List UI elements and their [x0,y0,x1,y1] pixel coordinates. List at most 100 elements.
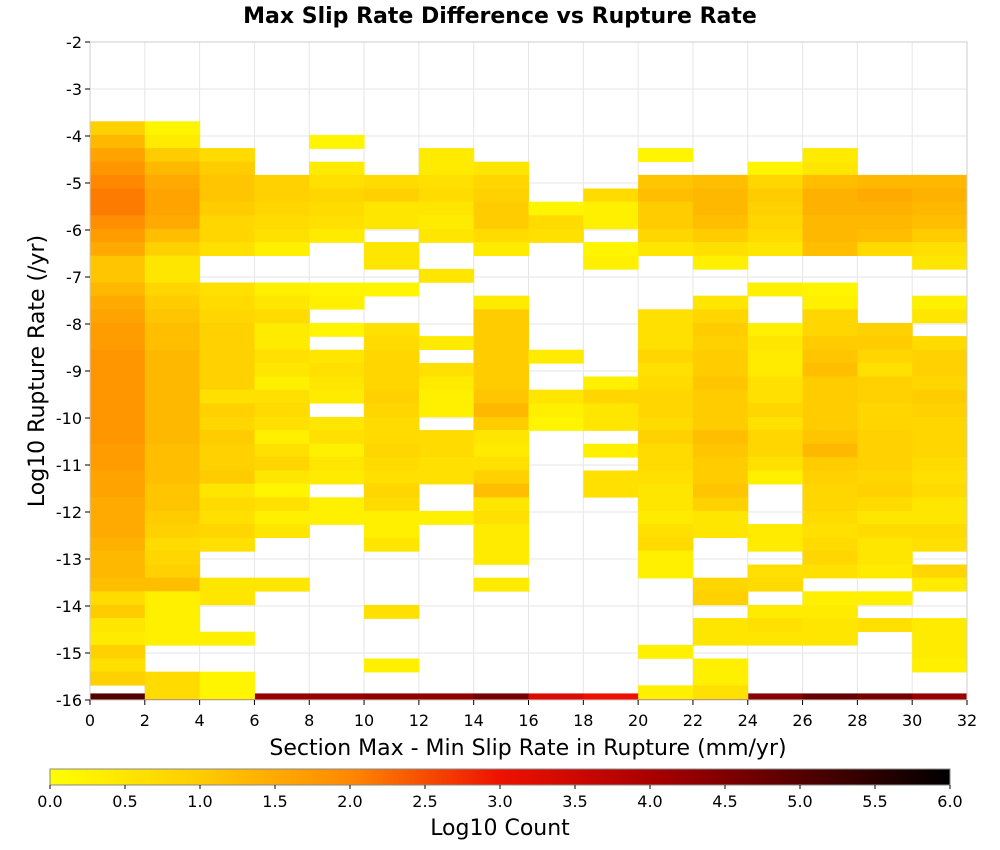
heatmap-cell [254,201,310,216]
heatmap-cell [254,456,310,471]
heatmap-cell [364,658,420,673]
heatmap-cell [364,483,420,498]
heatmap-cell [692,215,749,230]
heatmap-cell [418,201,475,216]
heatmap-cell [473,215,529,230]
heatmap-cell [583,416,639,431]
colorbar-tick-label: 3.5 [562,792,587,811]
heatmap-cell [473,322,529,337]
heatmap-cell [364,174,420,189]
heatmap-cell [364,443,420,458]
heatmap-cell [199,497,255,512]
heatmap-cell [692,174,749,189]
heatmap-cell [912,497,968,512]
heatmap-cell [473,483,529,498]
heatmap-cell [418,161,475,176]
heatmap-cell [692,376,749,391]
heatmap-cell [199,456,255,471]
heatmap-cell [90,550,146,565]
heatmap-cell [418,376,475,391]
heatmap-cell [254,497,310,512]
heatmap-cell [364,524,420,539]
y-tick-label: -12 [56,503,82,522]
x-tick-label: 30 [902,711,922,730]
heatmap-cell [309,215,365,230]
heatmap-cell [692,430,749,445]
heatmap-cell [90,618,146,633]
colorbar-tick-label: 5.5 [862,792,887,811]
heatmap-cell [912,215,968,230]
heatmap-cell [90,242,146,257]
heatmap-cell [802,416,858,431]
heatmap-cell [309,510,365,525]
heatmap-cell [528,215,584,230]
heatmap-cell [144,510,201,525]
heatmap-cell [418,510,475,525]
heatmap-cell [199,215,255,230]
x-tick-label: 2 [140,711,150,730]
heatmap-cell [912,376,968,391]
heatmap-cell [199,336,255,351]
heatmap-cell [912,658,968,673]
heatmap-cell [638,322,694,337]
heatmap-cell [638,644,694,659]
heatmap-cell [857,470,913,485]
heatmap-cell [638,524,694,539]
heatmap-cell [912,403,968,418]
heatmap-cell [144,349,201,364]
heatmap-cell [802,550,858,565]
heatmap-cell [583,443,639,458]
heatmap-cell [418,456,475,471]
heatmap-cell [912,524,968,539]
heatmap-cell [857,524,913,539]
heatmap-cell [638,470,694,485]
colorbar-tick-label: 2.0 [337,792,362,811]
heatmap-cell [857,188,913,203]
heatmap-cell [528,389,584,404]
heatmap-cell [364,537,420,552]
heatmap-cell [199,242,255,257]
colorbar-tick-label: 0.5 [112,792,137,811]
heatmap-cell [199,510,255,525]
heatmap-cell [857,242,913,257]
heatmap-cell [144,242,201,257]
heatmap-cell [802,456,858,471]
heatmap-cell [199,349,255,364]
heatmap-cell [254,336,310,351]
heatmap-cell [857,228,913,243]
heatmap-cell [90,403,146,418]
heatmap-cell [199,577,255,592]
heatmap-cell [144,483,201,498]
heatmap-cell [473,389,529,404]
heatmap-cell [364,242,420,257]
heatmap-cell [364,604,420,619]
heatmap-cell [638,336,694,351]
heatmap-cell [583,201,639,216]
heatmap-cell [199,309,255,324]
heatmap-cell [90,376,146,391]
heatmap-cell [418,389,475,404]
heatmap-cell [254,188,310,203]
heatmap-cell [802,693,858,701]
heatmap-cell [473,295,529,310]
colorbar-tick-label: 1.5 [262,792,287,811]
heatmap-cell [638,537,694,552]
heatmap-cell [364,389,420,404]
heatmap-cell [144,161,201,176]
heatmap-cell [254,510,310,525]
heatmap-cell [254,349,310,364]
heatmap-cell [583,403,639,418]
heatmap-cell [912,349,968,364]
heatmap-cell [199,201,255,216]
heatmap-cell [912,510,968,525]
y-tick-label: -4 [66,127,82,146]
heatmap-cell [473,362,529,377]
heatmap-cell [638,564,694,579]
heatmap-cell [638,174,694,189]
heatmap-cell [638,148,694,163]
heatmap-cell [747,389,804,404]
heatmap-cell [254,322,310,337]
heatmap-cell [857,403,913,418]
heatmap-cell [90,483,146,498]
heatmap-cell [528,228,584,243]
